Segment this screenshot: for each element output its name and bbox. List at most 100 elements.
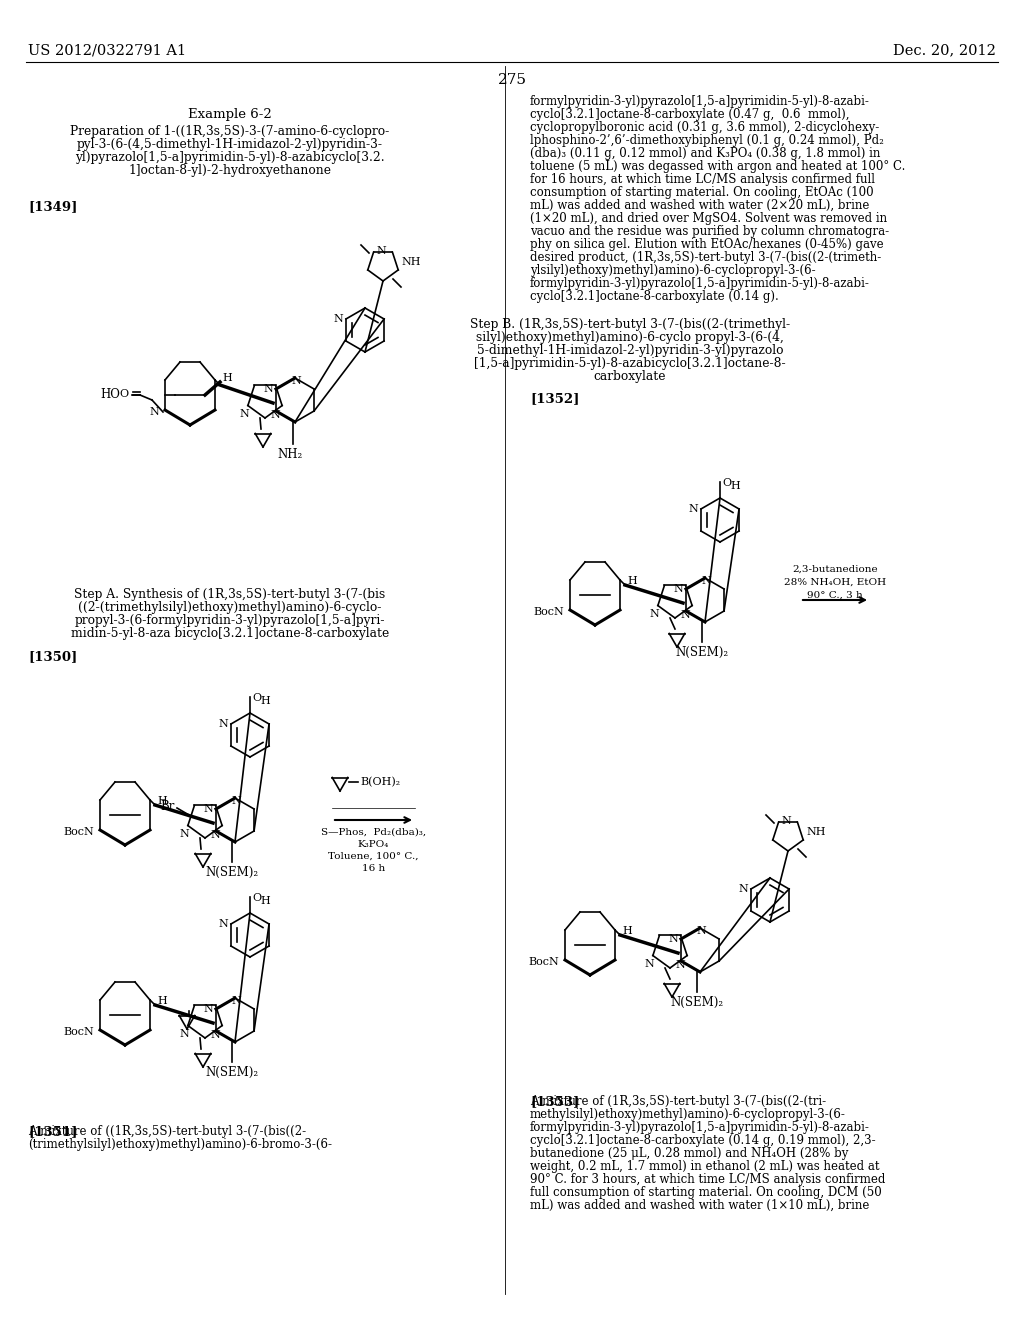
Text: cyclo[3.2.1]octane-8-carboxylate (0.14 g, 0.19 mmol), 2,3-: cyclo[3.2.1]octane-8-carboxylate (0.14 g… [530, 1134, 876, 1147]
Text: N: N [263, 384, 273, 393]
Text: formylpyridin-3-yl)pyrazolo[1,5-a]pyrimidin-5-yl)-8-azabi-: formylpyridin-3-yl)pyrazolo[1,5-a]pyrimi… [530, 277, 869, 290]
Text: N: N [179, 1030, 189, 1039]
Text: K₃PO₄: K₃PO₄ [357, 840, 389, 849]
Text: ((2-(trimethylsilyl)ethoxy)methyl)amino)-6-cyclo-: ((2-(trimethylsilyl)ethoxy)methyl)amino)… [78, 601, 382, 614]
Text: BocN: BocN [63, 1027, 94, 1038]
Text: N: N [179, 829, 189, 840]
Text: O: O [252, 693, 261, 704]
Text: N: N [649, 609, 659, 619]
Text: desired product, (1R,3s,5S)-tert-butyl 3-(7-(bis((2-(trimeth-: desired product, (1R,3s,5S)-tert-butyl 3… [530, 251, 882, 264]
Text: N: N [218, 719, 228, 729]
Text: H: H [260, 696, 269, 706]
Text: Step B. (1R,3s,5S)-tert-butyl 3-(7-(bis((2-(trimethyl-: Step B. (1R,3s,5S)-tert-butyl 3-(7-(bis(… [470, 318, 791, 331]
Text: Example 6-2: Example 6-2 [188, 108, 272, 121]
Text: N: N [231, 796, 241, 807]
Text: N: N [270, 411, 280, 420]
Text: formylpyridin-3-yl)pyrazolo[1,5-a]pyrimidin-5-yl)-8-azabi-: formylpyridin-3-yl)pyrazolo[1,5-a]pyrimi… [530, 95, 869, 108]
Text: methylsilyl)ethoxy)methyl)amino)-6-cyclopropyl-3-(6-: methylsilyl)ethoxy)methyl)amino)-6-cyclo… [530, 1107, 846, 1121]
Text: H: H [730, 480, 739, 491]
Text: [1351]: [1351] [28, 1125, 78, 1138]
Text: 5-dimethyl-1H-imidazol-2-yl)pyridin-3-yl)pyrazolo: 5-dimethyl-1H-imidazol-2-yl)pyridin-3-yl… [477, 345, 783, 356]
Text: vacuo and the residue was purified by column chromatogra-: vacuo and the residue was purified by co… [530, 224, 889, 238]
Text: silyl)ethoxy)methyl)amino)-6-cyclo propyl-3-(6-(4,: silyl)ethoxy)methyl)amino)-6-cyclo propy… [476, 331, 784, 345]
Text: full consumption of starting material. On cooling, DCM (50: full consumption of starting material. O… [530, 1185, 882, 1199]
Text: O: O [722, 478, 731, 488]
Text: weight, 0.2 mL, 1.7 mmol) in ethanol (2 mL) was heated at: weight, 0.2 mL, 1.7 mmol) in ethanol (2 … [530, 1160, 880, 1173]
Text: NH: NH [401, 257, 421, 267]
Text: (dba)₃ (0.11 g, 0.12 mmol) and K₃PO₄ (0.38 g, 1.8 mmol) in: (dba)₃ (0.11 g, 0.12 mmol) and K₃PO₄ (0.… [530, 147, 881, 160]
Text: N: N [701, 576, 711, 586]
Text: 1]octan-8-yl)-2-hydroxyethanone: 1]octan-8-yl)-2-hydroxyethanone [128, 164, 332, 177]
Text: BocN: BocN [534, 607, 564, 616]
Text: Br: Br [161, 800, 175, 813]
Text: (trimethylsilyl)ethoxy)methyl)amino)-6-bromo-3-(6-: (trimethylsilyl)ethoxy)methyl)amino)-6-b… [28, 1138, 332, 1151]
Text: H: H [260, 896, 269, 906]
Text: A mixture of (1R,3s,5S)-tert-butyl 3-(7-(bis((2-(tri-: A mixture of (1R,3s,5S)-tert-butyl 3-(7-… [530, 1096, 826, 1107]
Text: Toluene, 100° C.,: Toluene, 100° C., [329, 851, 419, 861]
Text: N: N [231, 997, 241, 1006]
Text: N: N [673, 583, 683, 594]
Text: propyl-3-(6-formylpyridin-3-yl)pyrazolo[1,5-a]pyri-: propyl-3-(6-formylpyridin-3-yl)pyrazolo[… [75, 614, 385, 627]
Text: N: N [675, 960, 685, 970]
Text: Preparation of 1-((1R,3s,5S)-3-(7-amino-6-cyclopro-: Preparation of 1-((1R,3s,5S)-3-(7-amino-… [71, 125, 389, 139]
Text: N: N [781, 816, 791, 826]
Text: midin-5-yl-8-aza bicyclo[3.2.1]octane-8-carboxylate: midin-5-yl-8-aza bicyclo[3.2.1]octane-8-… [71, 627, 389, 640]
Text: N: N [696, 927, 706, 936]
Text: NH₂: NH₂ [278, 447, 303, 461]
Text: for 16 hours, at which time LC/MS analysis confirmed full: for 16 hours, at which time LC/MS analys… [530, 173, 874, 186]
Text: N: N [203, 1005, 213, 1014]
Text: Step A. Synthesis of (1R,3s,5S)-tert-butyl 3-(7-(bis: Step A. Synthesis of (1R,3s,5S)-tert-but… [75, 587, 386, 601]
Text: H: H [157, 796, 167, 807]
Text: 2,3-butanedione: 2,3-butanedione [793, 565, 878, 574]
Text: consumption of starting material. On cooling, EtOAc (100: consumption of starting material. On coo… [530, 186, 873, 199]
Text: N: N [218, 919, 228, 929]
Text: (1×20 mL), and dried over MgSO4. Solvent was removed in: (1×20 mL), and dried over MgSO4. Solvent… [530, 213, 887, 224]
Text: N: N [688, 504, 698, 513]
Text: O: O [119, 389, 128, 399]
Text: BocN: BocN [528, 957, 559, 968]
Text: O: O [252, 894, 261, 903]
Text: N: N [644, 960, 654, 969]
Text: yl)pyrazolo[1,5-a]pyrimidin-5-yl)-8-azabicyclo[3.2.: yl)pyrazolo[1,5-a]pyrimidin-5-yl)-8-azab… [75, 150, 385, 164]
Text: N: N [210, 830, 220, 840]
Text: H: H [622, 927, 632, 936]
Text: N: N [150, 407, 159, 417]
Text: [1,5-a]pyrimidin-5-yl)-8-azabicyclo[3.2.1]octane-8-: [1,5-a]pyrimidin-5-yl)-8-azabicyclo[3.2.… [474, 356, 785, 370]
Text: BocN: BocN [63, 828, 94, 837]
Text: US 2012/0322791 A1: US 2012/0322791 A1 [28, 44, 186, 57]
Text: N: N [240, 409, 249, 418]
Text: phy on silica gel. Elution with EtOAc/hexanes (0-45%) gave: phy on silica gel. Elution with EtOAc/he… [530, 238, 884, 251]
Text: 275: 275 [498, 73, 526, 87]
Text: N: N [680, 610, 690, 620]
Text: B(OH)₂: B(OH)₂ [360, 777, 400, 787]
Text: lphosphino-2’,6’-dimethoxybiphenyl (0.1 g, 0.24 mmol), Pd₂: lphosphino-2’,6’-dimethoxybiphenyl (0.1 … [530, 135, 884, 147]
Text: [1350]: [1350] [28, 649, 77, 663]
Text: NH: NH [806, 828, 825, 837]
Text: mL) was added and washed with water (1×10 mL), brine: mL) was added and washed with water (1×1… [530, 1199, 869, 1212]
Text: A mixture of ((1R,3s,5S)-tert-butyl 3-(7-(bis((2-: A mixture of ((1R,3s,5S)-tert-butyl 3-(7… [28, 1125, 306, 1138]
Text: Dec. 20, 2012: Dec. 20, 2012 [893, 44, 996, 57]
Text: pyl-3-(6-(4,5-dimethyl-1H-imidazol-2-yl)pyridin-3-: pyl-3-(6-(4,5-dimethyl-1H-imidazol-2-yl)… [77, 139, 383, 150]
Text: formylpyridin-3-yl)pyrazolo[1,5-a]pyrimidin-5-yl)-8-azabi-: formylpyridin-3-yl)pyrazolo[1,5-a]pyrimi… [530, 1121, 869, 1134]
Text: N(SEM)₂: N(SEM)₂ [206, 1067, 259, 1078]
Text: N: N [376, 246, 386, 256]
Text: N: N [203, 804, 213, 814]
Text: [1352]: [1352] [530, 392, 580, 405]
Text: N: N [738, 884, 748, 894]
Text: ylsilyl)ethoxy)methyl)amino)-6-cyclopropyl-3-(6-: ylsilyl)ethoxy)methyl)amino)-6-cycloprop… [530, 264, 816, 277]
Text: N: N [210, 1030, 220, 1040]
Text: N(SEM)₂: N(SEM)₂ [676, 645, 728, 659]
Text: 90° C., 3 h: 90° C., 3 h [807, 591, 863, 601]
Text: 16 h: 16 h [361, 865, 385, 873]
Text: N: N [669, 935, 678, 944]
Text: HO: HO [100, 388, 120, 400]
Text: 28% NH₄OH, EtOH: 28% NH₄OH, EtOH [784, 578, 886, 587]
Text: cyclo[3.2.1]octane-8-carboxylate (0.47 g,  0.6  mmol),: cyclo[3.2.1]octane-8-carboxylate (0.47 g… [530, 108, 850, 121]
Text: cyclopropylboronic acid (0.31 g, 3.6 mmol), 2-dicyclohexy-: cyclopropylboronic acid (0.31 g, 3.6 mmo… [530, 121, 880, 135]
Text: mL) was added and washed with water (2×20 mL), brine: mL) was added and washed with water (2×2… [530, 199, 869, 213]
Text: H: H [157, 997, 167, 1006]
Text: toluene (5 mL) was degassed with argon and heated at 100° C.: toluene (5 mL) was degassed with argon a… [530, 160, 905, 173]
Text: cyclo[3.2.1]octane-8-carboxylate (0.14 g).: cyclo[3.2.1]octane-8-carboxylate (0.14 g… [530, 290, 778, 304]
Text: N(SEM)₂: N(SEM)₂ [671, 997, 724, 1008]
Text: carboxylate: carboxylate [594, 370, 667, 383]
